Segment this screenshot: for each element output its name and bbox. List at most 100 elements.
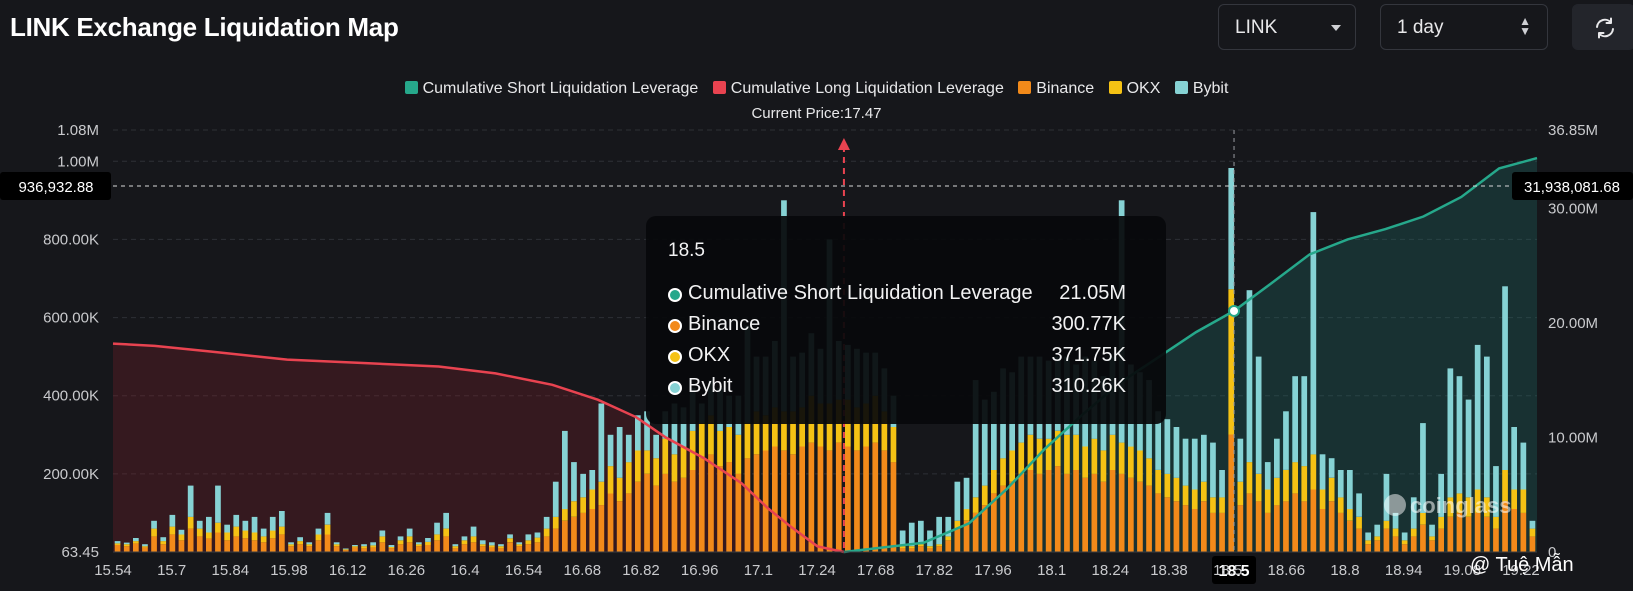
- liquidation-bar-okx: [689, 430, 696, 470]
- liquidation-bar-okx: [169, 526, 176, 535]
- liquidation-bar-binance: [1091, 473, 1098, 553]
- liquidation-bar-okx: [133, 541, 139, 544]
- legend-item-bybit[interactable]: Bybit: [1174, 80, 1228, 98]
- liquidation-bar-okx: [963, 509, 970, 521]
- legend-item-okx[interactable]: OKX: [1108, 80, 1160, 98]
- liquidation-bar-okx: [470, 536, 477, 543]
- liquidation-bar-okx: [625, 462, 632, 494]
- interval-select[interactable]: 1 day ▲ ▼: [1380, 4, 1548, 50]
- liquidation-bar-okx: [790, 411, 796, 455]
- liquidation-bar-binance: [1520, 512, 1527, 552]
- liquidation-bar-bybit: [635, 415, 641, 451]
- liquidation-bar-bybit: [324, 512, 331, 525]
- liquidation-bar-binance: [899, 548, 906, 552]
- liquidation-bar-bybit: [571, 462, 577, 502]
- y-left-tick-label: 1.08M: [57, 122, 99, 139]
- y-left-tick-label: 400.00K: [43, 388, 99, 405]
- liquidation-bar-binance: [1301, 501, 1308, 552]
- liquidation-bar-binance: [187, 528, 194, 552]
- liquidation-bar-bybit: [425, 538, 431, 542]
- liquidation-bar-binance: [881, 450, 888, 552]
- liquidation-bar-okx: [306, 544, 313, 547]
- liquidation-bar-binance: [826, 450, 833, 552]
- liquidation-bar-binance: [370, 547, 376, 552]
- liquidation-bar-binance: [808, 442, 815, 552]
- legend-item-long[interactable]: Cumulative Long Liquidation Leverage: [712, 80, 1004, 98]
- liquidation-bar-binance: [1429, 540, 1435, 552]
- liquidation-bar-bybit: [123, 542, 130, 545]
- liquidation-bar-okx: [498, 546, 504, 549]
- liquidation-bar-binance: [908, 548, 915, 552]
- chart-overlay: 936,932.88 31,938,081.68 18.5: [0, 130, 1633, 584]
- liquidation-bar-bybit: [151, 520, 157, 529]
- liquidation-bar-okx: [123, 544, 130, 547]
- liquidation-bar-binance: [1237, 505, 1244, 552]
- liquidation-bar-binance: [169, 534, 176, 552]
- liquidation-bar-bybit: [297, 537, 303, 542]
- liquidation-bar-okx: [1310, 454, 1317, 490]
- liquidation-bar-okx: [379, 536, 386, 543]
- caret-down-icon: [1331, 25, 1341, 31]
- liquidation-bar-okx: [1246, 462, 1253, 494]
- liquidation-bar-okx: [1210, 497, 1216, 513]
- liquidation-bar-okx: [452, 546, 459, 549]
- liquidation-bar-okx: [890, 427, 897, 463]
- legend-item-binance[interactable]: Binance: [1018, 80, 1094, 98]
- liquidation-bar-binance: [1283, 501, 1289, 552]
- liquidation-bar-okx: [1529, 528, 1536, 537]
- liquidation-bar-binance: [461, 544, 468, 552]
- liquidation-bar-bybit: [269, 516, 276, 531]
- liquidation-bar-binance: [297, 544, 303, 552]
- liquidation-bar-binance: [616, 501, 623, 552]
- liquidation-bar-bybit: [397, 536, 404, 541]
- liquidation-bar-bybit: [114, 541, 121, 544]
- liquidation-bar-binance: [160, 544, 167, 552]
- liquidation-bar-bybit: [671, 403, 678, 455]
- y-right-tick-label: 0: [1548, 544, 1556, 561]
- liquidation-bar-okx: [1191, 489, 1198, 509]
- liquidation-bar-binance: [1219, 512, 1225, 552]
- crosshair-x-value: 18.5: [1218, 563, 1249, 580]
- liquidation-bar-okx: [1082, 446, 1088, 478]
- liquidation-bar-binance: [470, 542, 477, 553]
- liquidation-bar-okx: [1027, 434, 1034, 470]
- liquidation-bar-okx: [571, 501, 577, 517]
- liquidation-bar-binance: [790, 454, 796, 552]
- liquidation-bar-bybit: [1511, 427, 1517, 490]
- liquidation-bar-okx: [918, 544, 924, 547]
- liquidation-bar-binance: [927, 548, 933, 552]
- coinglass-logo-icon: [1384, 494, 1406, 516]
- liquidation-bar-okx: [1182, 485, 1189, 506]
- liquidation-bar-okx: [863, 403, 869, 447]
- liquidation-bar-bybit: [534, 532, 541, 538]
- liquidation-bar-binance: [534, 542, 541, 553]
- symbol-select[interactable]: LINK: [1218, 4, 1356, 50]
- liquidation-bar-bybit: [1392, 512, 1399, 529]
- liquidation-bar-binance: [406, 542, 413, 553]
- liquidation-bar-binance: [936, 546, 942, 553]
- liquidation-bar-okx: [1264, 489, 1271, 513]
- refresh-button[interactable]: [1572, 4, 1633, 50]
- crosshair-x-box: [1212, 556, 1257, 584]
- liquidation-bar-binance: [525, 544, 532, 552]
- liquidation-bar-okx: [1100, 450, 1107, 482]
- x-tick-label: 17.96: [974, 562, 1012, 579]
- liquidation-bar-binance: [717, 466, 723, 553]
- legend-item-short[interactable]: Cumulative Short Liquidation Leverage: [404, 80, 698, 98]
- liquidation-bar-binance: [361, 548, 367, 552]
- liquidation-bar-bybit: [562, 430, 568, 510]
- liquidation-bar-bybit: [1210, 442, 1216, 498]
- liquidation-bar-binance: [1164, 497, 1171, 552]
- liquidation-bar-bybit: [1365, 532, 1371, 541]
- tooltip-row: OKX 371.75K: [666, 344, 1146, 375]
- x-tick-label: 16.26: [388, 562, 426, 579]
- liquidation-bar-okx: [1109, 434, 1116, 470]
- liquidation-bar-okx: [1438, 516, 1444, 529]
- liquidation-bar-okx: [799, 407, 805, 447]
- liquidation-bar-binance: [1045, 470, 1052, 553]
- cumulative-areas: [113, 158, 1537, 552]
- liquidation-bar-okx: [1219, 497, 1225, 513]
- liquidation-bar-okx: [580, 497, 586, 513]
- liquidation-bar-okx: [233, 526, 240, 537]
- tooltip-label: Binance: [688, 313, 761, 335]
